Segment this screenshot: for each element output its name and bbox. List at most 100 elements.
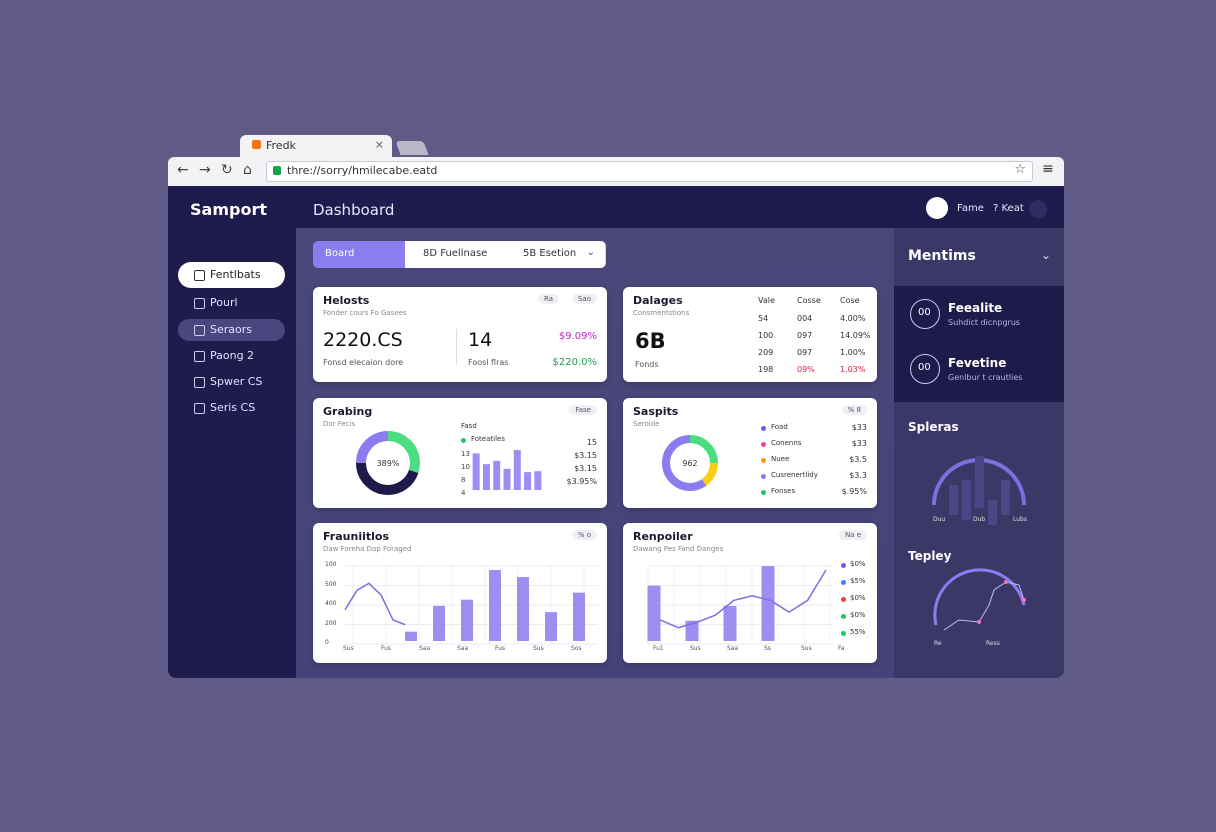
card-chip[interactable]: % 8: [841, 405, 867, 415]
breadcrumb-step[interactable]: 8D Fuellnase: [405, 241, 506, 268]
trend-line: [344, 582, 406, 626]
legend-dot: [761, 442, 766, 447]
card-chip[interactable]: Sao: [571, 294, 597, 304]
gauge-bar: [1001, 480, 1010, 515]
card-chip[interactable]: Na e: [838, 530, 867, 540]
item-name[interactable]: Fevetine: [948, 356, 1007, 370]
card-chip[interactable]: Ra: [538, 294, 559, 304]
nav-button[interactable]: →: [199, 162, 211, 178]
item-detail: Genlbur t crautlies: [948, 373, 1023, 382]
address-bar[interactable]: thre://sorry/hmilecabe.eatd ☆: [266, 161, 1033, 182]
divider: [456, 329, 457, 365]
stat-label: Foosl flras: [468, 358, 509, 367]
browser-tab[interactable]: Fredk ×: [240, 135, 392, 157]
gauge-label: Re: [934, 640, 942, 647]
donut-segment: [662, 435, 718, 491]
avatar[interactable]: [926, 197, 948, 219]
card: Frauniitlos Daw Foreha Dap Foraged % o 100 5…: [313, 523, 607, 663]
x-tick-label: Fus: [495, 645, 506, 652]
gauge-title: Tepley: [908, 549, 952, 563]
tab-close: ×: [374, 138, 384, 151]
bar: [534, 471, 542, 490]
table-cell: 1.00%: [840, 348, 866, 357]
card-chip[interactable]: % o: [571, 530, 597, 540]
x-tick-label: Saa: [419, 645, 431, 652]
bar: [461, 599, 473, 641]
legend-value: $33: [851, 439, 867, 448]
stat-value: 2220.CS: [323, 329, 403, 351]
nav-button[interactable]: ↻: [221, 162, 233, 178]
y-tick-label: 13: [461, 450, 470, 458]
x-tick-label: Sus: [343, 645, 354, 652]
sidebar-selected-pill[interactable]: [178, 319, 285, 341]
card-subtitle: Fonder cours Fo Gasees: [323, 309, 407, 317]
sidebar-item[interactable]: Seris CS: [210, 401, 256, 414]
bookmark-star[interactable]: ☆: [1014, 162, 1026, 177]
gauge-label: Duu: [933, 516, 946, 523]
legend-value: $33: [851, 423, 867, 432]
legend-dot: [841, 631, 846, 636]
y-tick-label: 10: [461, 463, 470, 471]
change-value: $9.09%: [558, 331, 597, 342]
legend-item: Cusrenertlidy: [771, 471, 818, 479]
legend-dot: [841, 563, 846, 568]
card-subtitle: Consmentstions: [633, 309, 690, 317]
card: Renpoiler Dawang Pes Fand Danges Na e Fu1 Su…: [623, 523, 877, 663]
sidebar-icon: [194, 351, 205, 362]
sidebar-item[interactable]: Paong 2: [210, 349, 255, 362]
card-title: Helosts: [323, 294, 370, 307]
bar: [405, 631, 417, 641]
sidebar-item[interactable]: Pourl: [210, 296, 238, 309]
legend-item: Fasd: [461, 422, 477, 430]
table-cell: 004: [797, 314, 813, 323]
sidebar-item[interactable]: Seraors: [210, 323, 252, 336]
header-dot[interactable]: [1029, 200, 1047, 218]
table-cell: 097: [797, 331, 813, 340]
card-title: Grabing: [323, 405, 373, 418]
x-tick-label: Sus: [801, 645, 812, 652]
x-tick-label: Sus: [690, 645, 701, 652]
lock-icon: [273, 166, 281, 175]
y-tick-label: 4: [461, 489, 466, 497]
sidebar-active-pill[interactable]: [178, 262, 285, 288]
sidebar-item[interactable]: Spwer CS: [210, 375, 263, 388]
user-name[interactable]: Fame: [957, 203, 984, 214]
user-menu[interactable]: ? Keat: [993, 203, 1024, 214]
breadcrumb-label: 5B Esetion: [523, 248, 577, 259]
item-icon[interactable]: 00: [910, 299, 940, 329]
sidebar-icon: [194, 298, 205, 309]
legend-item: Fonses: [771, 487, 796, 495]
gauge-label: Ress: [986, 640, 1000, 647]
donut-segment: [356, 431, 420, 495]
gauge-bar: [988, 500, 997, 525]
table-header: Cose: [840, 296, 860, 305]
y-tick-label: 200: [325, 619, 337, 627]
bar: [723, 605, 737, 641]
item-name[interactable]: Feealite: [948, 301, 1003, 315]
browser-menu[interactable]: ≡: [1042, 161, 1054, 177]
breadcrumb-chevron: ⌄: [586, 247, 595, 258]
bar: [647, 585, 661, 641]
bar: [472, 453, 480, 490]
nav-button[interactable]: ⌂: [243, 162, 252, 178]
card-chip[interactable]: Fase: [569, 405, 597, 415]
gauge-label: Dub: [973, 516, 986, 523]
card-title: Frauniitlos: [323, 530, 389, 543]
nav-button[interactable]: ←: [177, 162, 189, 178]
breadcrumb-step[interactable]: Board: [313, 241, 406, 268]
legend-item: Conenns: [771, 439, 802, 447]
tab-favicon: [252, 140, 261, 149]
card: Grabing Dor Fecis Fase 389% Fasd Foteatiles 13…: [313, 398, 607, 508]
brand: Samport: [190, 200, 267, 219]
legend-value: $0%: [850, 560, 866, 568]
x-tick-label: Sus: [533, 645, 544, 652]
item-icon[interactable]: 00: [910, 354, 940, 384]
panel-chevron[interactable]: ⌄: [1041, 248, 1052, 262]
x-tick-label: Fu1: [653, 645, 664, 652]
stat-label: Fonds: [635, 360, 659, 369]
breadcrumb-step[interactable]: 5B Esetion ⌄: [505, 241, 606, 268]
sidebar-item[interactable]: Fentlbats: [210, 268, 261, 281]
legend-dot: [841, 580, 846, 585]
gauge-bar: [975, 456, 984, 508]
